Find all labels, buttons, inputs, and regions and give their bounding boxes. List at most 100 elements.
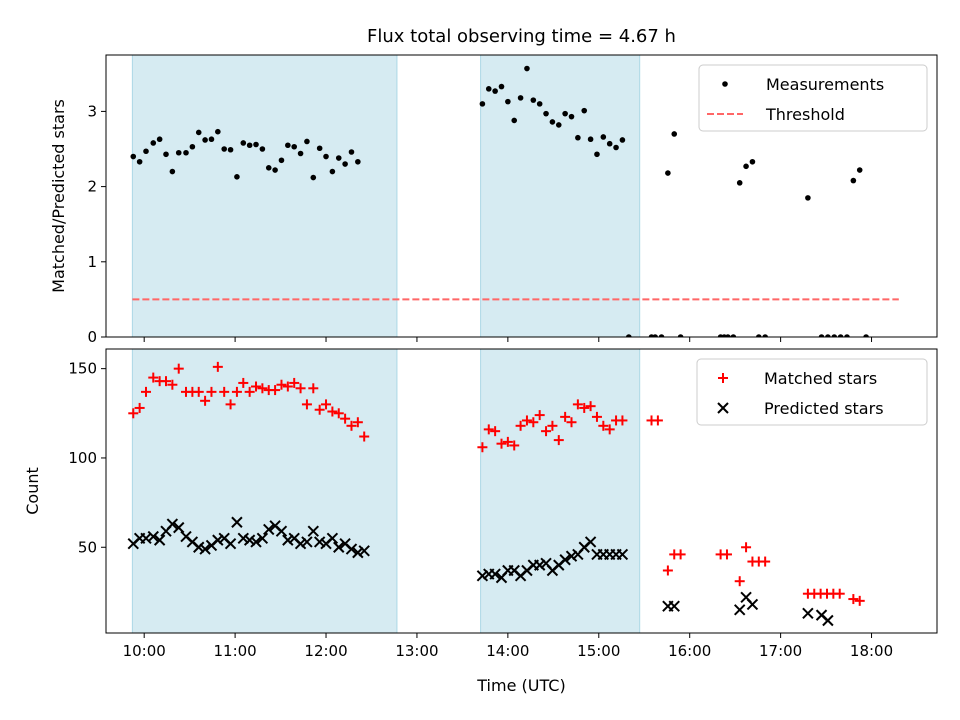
observing-window-span bbox=[480, 349, 641, 633]
data-point bbox=[202, 137, 208, 143]
data-point bbox=[289, 377, 300, 388]
data-point bbox=[231, 386, 242, 397]
data-point bbox=[736, 180, 743, 186]
legend-entry: Predicted stars bbox=[717, 399, 884, 418]
data-point bbox=[585, 401, 596, 412]
data-point bbox=[244, 386, 255, 397]
data-point bbox=[173, 521, 185, 534]
data-point bbox=[606, 140, 613, 147]
x-tick-label: 12:00 bbox=[304, 642, 347, 660]
data-point bbox=[195, 129, 202, 136]
data-point bbox=[498, 83, 505, 90]
data-point bbox=[161, 376, 172, 387]
data-point bbox=[282, 534, 294, 546]
data-point bbox=[340, 413, 351, 424]
data-point bbox=[148, 372, 159, 383]
x-axis-label: Time (UTC) bbox=[476, 676, 565, 695]
data-point bbox=[297, 150, 304, 157]
data-point bbox=[560, 411, 571, 422]
data-point bbox=[530, 97, 537, 103]
observing-window-span bbox=[131, 349, 398, 633]
data-point bbox=[665, 170, 671, 176]
data-point bbox=[173, 363, 184, 374]
data-point bbox=[568, 113, 575, 120]
data-point bbox=[301, 399, 312, 410]
data-point bbox=[677, 334, 684, 337]
data-point bbox=[581, 107, 588, 114]
axes-frame bbox=[105, 54, 938, 338]
data-point bbox=[533, 559, 546, 571]
y-tick-label: 2 bbox=[87, 178, 97, 196]
y-tick-label: 3 bbox=[87, 102, 97, 120]
legend-label: Threshold bbox=[765, 105, 845, 124]
panel-2: 10:00 11:00 12:00 13:00 14:00 15:00 16:00 17:00… bbox=[23, 348, 938, 695]
data-point bbox=[479, 101, 486, 107]
data-point bbox=[662, 565, 673, 576]
data-point bbox=[734, 576, 745, 587]
data-point bbox=[257, 383, 268, 394]
observing-window-span bbox=[480, 55, 641, 337]
y-tick-label: 1 bbox=[87, 253, 97, 271]
data-point bbox=[212, 361, 223, 372]
data-point bbox=[326, 532, 339, 545]
data-point bbox=[741, 542, 752, 553]
data-point bbox=[238, 377, 249, 388]
data-point bbox=[762, 334, 768, 337]
data-point bbox=[536, 101, 543, 107]
data-point bbox=[502, 436, 513, 447]
data-point bbox=[837, 334, 844, 337]
y-tick-label: 150 bbox=[68, 360, 97, 378]
series-predicted-stars bbox=[127, 516, 834, 627]
y-axis-label: Count bbox=[23, 467, 42, 515]
data-point bbox=[272, 167, 278, 173]
data-point bbox=[345, 543, 358, 555]
legend-marker bbox=[718, 373, 728, 383]
data-point bbox=[153, 534, 166, 546]
data-point bbox=[600, 134, 607, 140]
data-point bbox=[547, 420, 558, 431]
data-point bbox=[231, 516, 243, 528]
data-point bbox=[658, 334, 665, 337]
y-tick-label: 100 bbox=[68, 449, 97, 467]
legend-box bbox=[698, 64, 928, 132]
x-tick-label: 17:00 bbox=[759, 642, 802, 660]
plot-area bbox=[130, 55, 899, 337]
legend-label: Measurements bbox=[766, 75, 884, 94]
data-point bbox=[863, 334, 869, 337]
data-point bbox=[259, 146, 266, 152]
y-tick-label: 0 bbox=[87, 328, 97, 346]
data-point bbox=[250, 536, 262, 548]
data-point bbox=[856, 167, 863, 173]
data-point bbox=[496, 438, 507, 449]
data-point bbox=[156, 136, 163, 143]
data-point bbox=[725, 334, 731, 337]
data-point bbox=[591, 411, 602, 422]
data-point bbox=[730, 334, 737, 337]
legend-entry: Matched stars bbox=[718, 369, 877, 388]
data-point bbox=[313, 536, 326, 548]
data-point bbox=[604, 424, 615, 435]
data-point bbox=[485, 86, 492, 92]
data-point bbox=[505, 98, 511, 105]
x-tick-label: 14:00 bbox=[486, 642, 529, 660]
data-point bbox=[517, 95, 524, 101]
data-point bbox=[562, 110, 568, 117]
data-point bbox=[175, 149, 182, 156]
legend: Measurements Threshold bbox=[698, 64, 928, 132]
data-point bbox=[579, 402, 590, 413]
panel-1: 0 1 2 3 Flux total observing time = 4.67 h Ma… bbox=[49, 26, 938, 346]
data-point bbox=[193, 541, 205, 553]
data-point bbox=[251, 381, 262, 392]
data-point bbox=[200, 395, 211, 406]
data-point bbox=[625, 334, 632, 337]
data-point bbox=[490, 426, 501, 437]
data-point bbox=[476, 570, 489, 582]
series-matched-stars bbox=[128, 361, 865, 606]
data-point bbox=[240, 140, 247, 146]
data-point bbox=[199, 543, 211, 555]
data-point bbox=[733, 604, 746, 616]
data-point bbox=[613, 144, 619, 151]
data-point bbox=[566, 417, 577, 428]
data-point bbox=[295, 383, 306, 394]
data-point bbox=[307, 525, 320, 537]
